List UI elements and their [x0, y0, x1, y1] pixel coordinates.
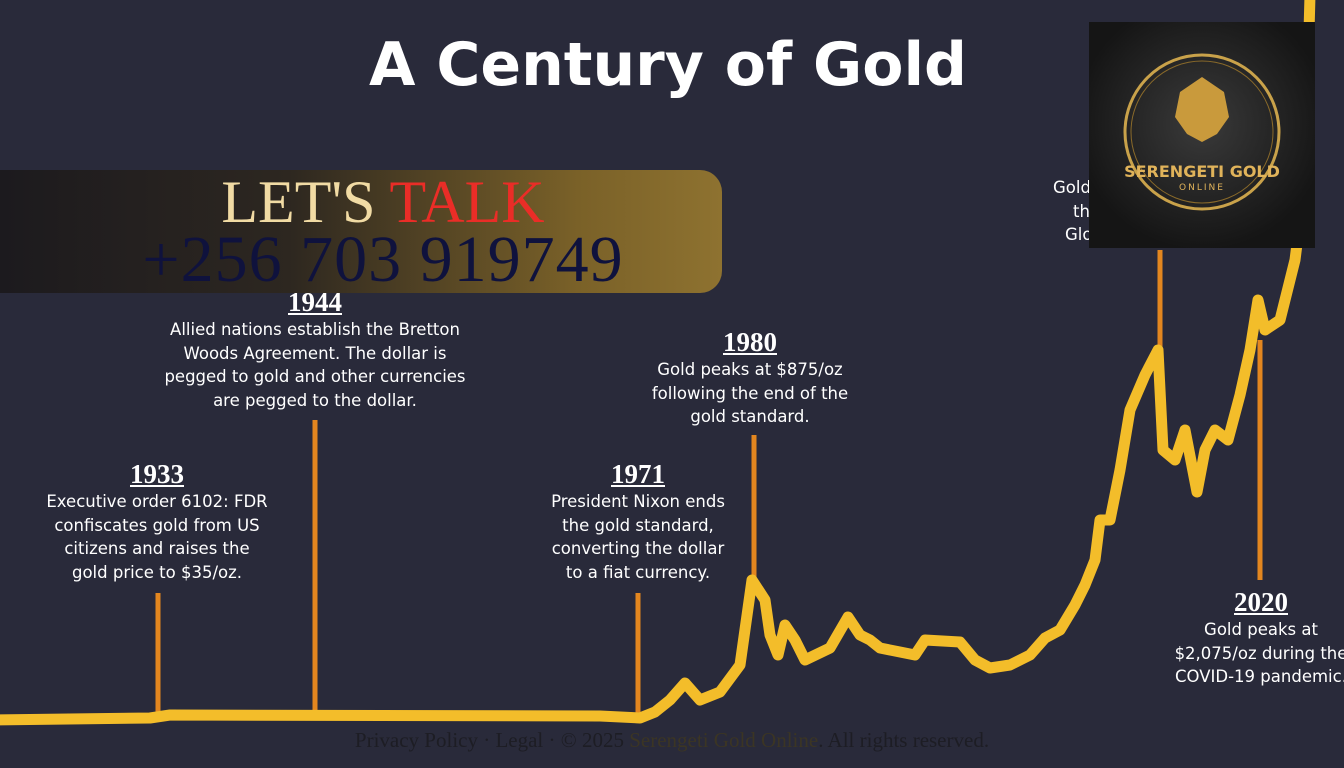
hidden-event: Gold th Glo [1040, 176, 1160, 247]
contact-banner[interactable]: LET'S TALK +256 703 919749 [0, 169, 722, 296]
event-text: Gold [1053, 178, 1091, 197]
event: 2020 Gold peaks at $2,075/oz during the COV… [1161, 586, 1344, 689]
event-text: Gold peaks at $875/oz [657, 360, 843, 379]
footer-text[interactable]: Privacy Policy · Legal · © 2025 [354, 728, 630, 752]
event-text: Woods Agreement. The dollar is [183, 343, 447, 363]
event-year: 1944 [288, 287, 342, 317]
event-year: 1980 [723, 327, 777, 357]
event-text: President Nixon ends [551, 492, 725, 511]
footer-text: . All rights reserved. [818, 728, 990, 752]
event-text: to a fiat currency. [565, 562, 711, 582]
event-text: confiscates gold from US [54, 515, 260, 535]
logo-ring [1123, 53, 1281, 211]
banner-heading: LET'S TALK [0, 168, 766, 237]
event: 1933 Executive order 6102: FDR confiscates… [27, 458, 287, 584]
page-title: A Century of Gold [369, 30, 967, 100]
event-text: Glo [1065, 225, 1093, 244]
event-text: gold standard. [690, 407, 810, 426]
event: 1971 President Nixon ends the gold standar… [528, 458, 748, 584]
banner-talk: TALK [389, 169, 545, 235]
event-text: pegged to gold and other currencies [164, 367, 466, 386]
event-year: 1971 [611, 459, 665, 489]
event-text: COVID-19 pandemic. [1175, 667, 1344, 686]
event-text: the gold standard, [562, 515, 714, 535]
event-text: th [1073, 201, 1090, 221]
event: 1944 Allied nations establish the Bretton… [145, 286, 485, 412]
footer: Privacy Policy · Legal · © 2025 Serenget… [0, 728, 1344, 753]
event-text: citizens and raises the [64, 539, 250, 558]
event-text: Executive order 6102: FDR [46, 492, 268, 511]
event-text: Gold peaks at [1204, 620, 1318, 639]
event-year: 2020 [1234, 587, 1288, 617]
event-text: are pegged to the dollar. [213, 390, 417, 410]
lion-icon [1175, 77, 1229, 142]
banner-phone[interactable]: +256 703 919749 [142, 223, 624, 296]
event-text: following the end of the [651, 383, 849, 403]
gold-price-line [0, 0, 1316, 726]
event-text: Allied nations establish the Bretton [170, 320, 460, 339]
logo-sub: ONLINE [1179, 183, 1225, 193]
logo-name: SERENGETI GOLD [1124, 162, 1280, 181]
event-text: converting the dollar [551, 539, 725, 558]
event-year: 1933 [130, 459, 184, 489]
event-text: $2,075/oz during the [1174, 643, 1344, 663]
event-markers [155, 250, 1263, 716]
banner-lets: LET'S [221, 169, 376, 235]
footer-link[interactable]: Serengeti Gold Online [629, 728, 819, 752]
logo[interactable]: SERENGETI GOLD ONLINE [1089, 22, 1315, 248]
event: 1980 Gold peaks at $875/oz following the e… [635, 326, 865, 429]
logo-ring [1130, 60, 1274, 204]
logo-art: SERENGETI GOLD ONLINE [1123, 53, 1281, 211]
event-text: gold price to $35/oz. [71, 562, 243, 582]
